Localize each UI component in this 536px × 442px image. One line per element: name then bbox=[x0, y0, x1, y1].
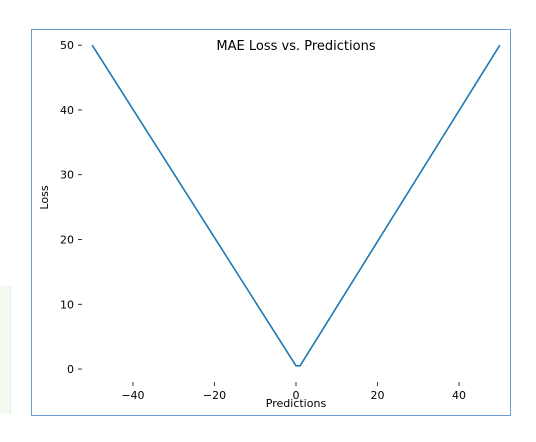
x-axis-label: Predictions bbox=[266, 397, 327, 410]
y-tick-label: 10 bbox=[60, 298, 74, 311]
series-layer bbox=[91, 44, 501, 367]
x-tick-label: −20 bbox=[203, 389, 226, 402]
plot-area-frame bbox=[31, 29, 511, 416]
x-tick-label: −40 bbox=[121, 389, 144, 402]
y-tick-label: 20 bbox=[60, 234, 74, 247]
x-tick-label: 20 bbox=[371, 389, 385, 402]
y-tick-label: 50 bbox=[60, 39, 74, 52]
y-axis-ticks: 0 10 20 30 40 50 bbox=[60, 39, 82, 376]
y-tick-label: 0 bbox=[67, 363, 74, 376]
chart-title: MAE Loss vs. Predictions bbox=[216, 39, 375, 54]
y-tick-label: 40 bbox=[60, 104, 74, 117]
series-line bbox=[91, 44, 501, 367]
y-axis-label: Loss bbox=[38, 185, 51, 209]
left-accent-strip bbox=[0, 286, 11, 414]
x-tick-label: 40 bbox=[452, 389, 466, 402]
x-axis-ticks: −40 −20 0 20 40 bbox=[121, 382, 466, 402]
y-tick-label: 30 bbox=[60, 169, 74, 182]
x-tick-label: 0 bbox=[293, 389, 300, 402]
